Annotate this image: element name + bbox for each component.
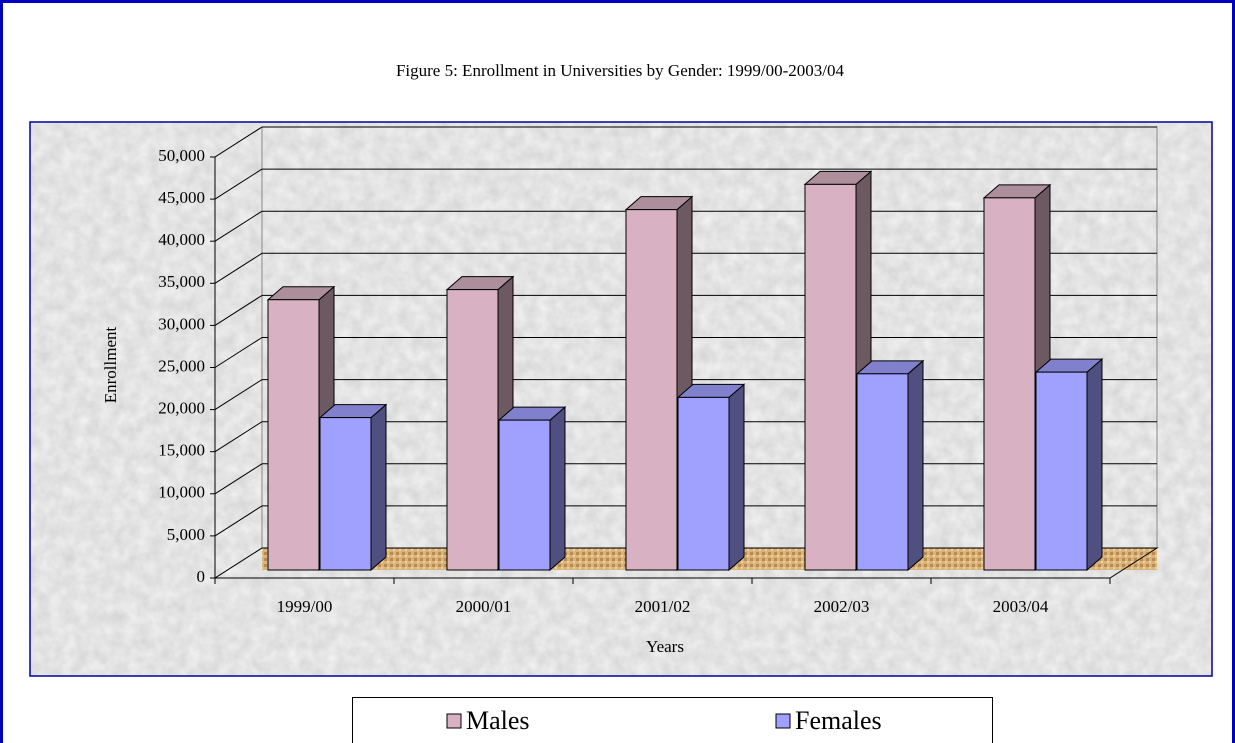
x-tick-label: 2003/04 — [993, 597, 1049, 616]
legend-swatch — [775, 713, 791, 729]
bar — [856, 373, 909, 571]
legend-label: Females — [795, 706, 882, 735]
bar-side — [907, 359, 924, 572]
bar — [625, 209, 678, 571]
grid-line — [214, 421, 263, 453]
bar-side — [1086, 358, 1103, 572]
y-tick-label: 0 — [197, 567, 206, 586]
y-tick-label: 20,000 — [158, 399, 205, 418]
chart-title: Figure 5: Enrollment in Universities by … — [396, 61, 845, 80]
bar — [319, 417, 372, 571]
bar — [677, 396, 730, 571]
grid-line — [214, 379, 263, 411]
floor-outline — [213, 547, 1159, 579]
y-tick-label: 45,000 — [158, 188, 205, 207]
bar — [1035, 371, 1088, 571]
y-tick-label: 10,000 — [158, 483, 205, 502]
grid-line — [214, 294, 263, 326]
y-tick-label: 15,000 — [158, 441, 205, 460]
grid-line — [214, 126, 263, 158]
plot-border — [29, 121, 1213, 677]
x-tick-label: 2001/02 — [635, 597, 691, 616]
y-tick-label: 50,000 — [158, 146, 205, 165]
bar — [267, 299, 320, 571]
bar-side — [370, 403, 387, 572]
y-axis-title: Enrollment — [101, 326, 120, 403]
x-tick-label: 2002/03 — [814, 597, 870, 616]
grid-line — [214, 463, 263, 495]
legend-label: Males — [466, 706, 530, 735]
grid-line — [214, 505, 263, 537]
bar — [498, 419, 551, 571]
x-tick-label: 2000/01 — [456, 597, 512, 616]
bar-side — [549, 406, 566, 572]
bar — [446, 289, 499, 571]
grid-line — [214, 252, 263, 284]
bar — [983, 197, 1036, 571]
y-tick-label: 25,000 — [158, 356, 205, 375]
y-tick-label: 40,000 — [158, 230, 205, 249]
grid-line — [214, 168, 263, 200]
y-tick-label: 5,000 — [167, 525, 205, 544]
x-tick-label: 1999/00 — [277, 597, 333, 616]
y-tick-label: 35,000 — [158, 272, 205, 291]
bar — [804, 183, 857, 571]
grid-line — [214, 210, 263, 242]
bar-side — [728, 383, 745, 572]
y-tick-label: 30,000 — [158, 314, 205, 333]
grid-line — [214, 337, 263, 368]
legend-swatch — [446, 713, 462, 729]
x-axis-title: Years — [646, 637, 684, 656]
